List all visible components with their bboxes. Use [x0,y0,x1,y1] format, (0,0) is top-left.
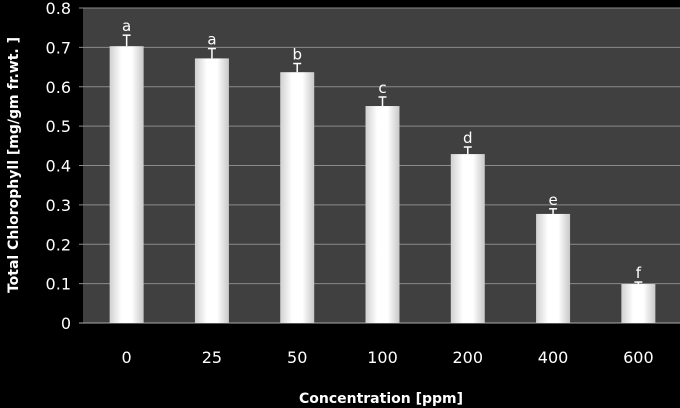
bar-0 [109,46,144,323]
bar-400 [536,213,571,323]
y-tick-label: 0.6 [46,78,71,97]
bar-200 [450,154,485,323]
bar-25 [194,58,229,324]
x-tick-labels: 0 25 50 100 200 400 600 [122,348,654,367]
y-tick-label: 0.5 [46,117,71,136]
y-tick-label: 0.3 [46,196,71,215]
x-tick-label: 50 [287,348,307,367]
y-tick-label: 0.7 [46,38,71,57]
significance-label: f [636,264,642,282]
y-tick-label: 0 [61,314,71,333]
y-axis-label: Total Chlorophyll [mg/gm fr.wt. ] [6,37,22,293]
x-tick-label: 0 [122,348,132,367]
y-tick-label: 0.4 [46,157,71,176]
bars: a a b c d e f [109,17,656,324]
y-tick-label: 0.1 [46,275,71,294]
significance-label: b [292,46,302,64]
x-tick-label: 400 [538,348,569,367]
y-tick-label: 0.2 [46,235,71,254]
x-tick-label: 600 [623,348,654,367]
bar-50 [280,72,315,324]
significance-label: a [122,17,131,35]
x-tick-label: 200 [453,348,484,367]
x-tick-label: 25 [202,348,222,367]
bar-600 [621,284,656,323]
x-tick-label: 100 [367,348,398,367]
significance-label: c [378,79,386,97]
significance-label: d [463,129,473,147]
bar-100 [365,106,400,323]
y-tick-label: 0.8 [46,0,71,18]
y-tick-labels: 0 0.1 0.2 0.3 0.4 0.5 0.6 0.7 0.8 [46,0,71,333]
x-axis-label: Concentration [ppm] [299,391,463,407]
significance-label: e [548,191,557,209]
significance-label: a [207,31,216,49]
